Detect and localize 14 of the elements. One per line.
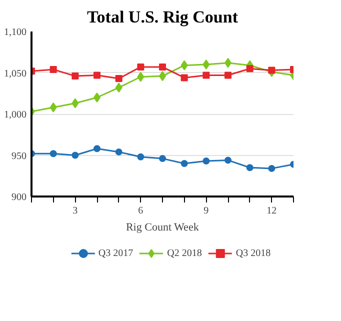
y-tick-label: 1,000	[4, 110, 26, 120]
x-tick-label: 6	[138, 206, 144, 216]
legend-label: Q3 2018	[236, 248, 271, 258]
y-tick-label: 1,050	[4, 68, 26, 80]
x-tick-label: 12	[266, 206, 277, 216]
y-tick-label: 900	[12, 192, 26, 203]
legend-label: Q3 2017	[98, 248, 134, 258]
chart-title: Total U.S. Rig Count	[87, 8, 238, 26]
x-tick-label: 9	[204, 206, 209, 216]
y-tick-label: 950	[12, 150, 26, 162]
x-tick-label: 3	[72, 206, 78, 216]
y-tick-label: 1,100	[4, 27, 26, 38]
legend-label: Q2 2018	[167, 248, 202, 258]
x-axis-title: Rig Count Week	[126, 222, 200, 234]
